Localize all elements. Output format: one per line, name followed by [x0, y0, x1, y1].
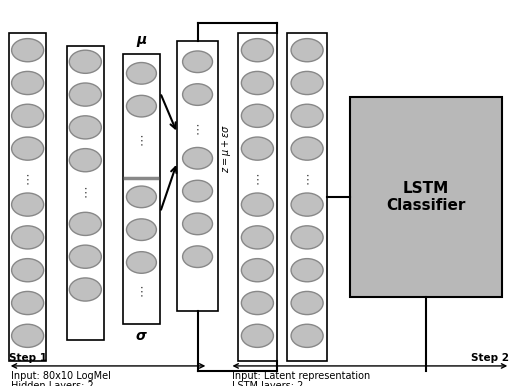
Text: LSTM
Classifier: LSTM Classifier	[386, 181, 466, 213]
Circle shape	[126, 186, 156, 208]
Text: ⋯: ⋯	[135, 283, 148, 296]
Text: ⋯: ⋯	[79, 185, 92, 197]
Text: Input: 80x10 LogMel: Input: 80x10 LogMel	[10, 371, 110, 381]
Circle shape	[11, 71, 44, 95]
Circle shape	[11, 193, 44, 216]
Circle shape	[291, 291, 323, 315]
Circle shape	[291, 226, 323, 249]
Bar	[67, 46, 104, 340]
Bar	[123, 54, 160, 324]
Circle shape	[11, 39, 44, 62]
Circle shape	[182, 213, 212, 235]
Text: Step 2: Step 2	[471, 353, 509, 363]
Circle shape	[241, 104, 274, 127]
Bar	[238, 33, 277, 361]
Circle shape	[241, 137, 274, 160]
Circle shape	[291, 137, 323, 160]
Circle shape	[69, 245, 102, 268]
Circle shape	[126, 95, 156, 117]
Circle shape	[11, 291, 44, 315]
Text: ⋯: ⋯	[21, 171, 34, 184]
Text: Step 1: Step 1	[9, 353, 47, 363]
Circle shape	[182, 84, 212, 105]
Circle shape	[126, 63, 156, 84]
Text: ⋯: ⋯	[135, 133, 148, 145]
Circle shape	[69, 212, 102, 235]
Circle shape	[291, 324, 323, 347]
Circle shape	[291, 104, 323, 127]
Text: $\boldsymbol{\sigma}$: $\boldsymbol{\sigma}$	[135, 329, 148, 343]
Circle shape	[69, 116, 102, 139]
Circle shape	[69, 149, 102, 172]
Circle shape	[126, 219, 156, 240]
Circle shape	[126, 252, 156, 273]
Circle shape	[291, 259, 323, 282]
Text: ⋯: ⋯	[191, 121, 204, 134]
Bar	[350, 96, 502, 297]
Bar	[9, 33, 46, 361]
Circle shape	[241, 71, 274, 95]
Circle shape	[241, 291, 274, 315]
Text: LSTM layers: 2: LSTM layers: 2	[232, 381, 304, 386]
Text: Input: Latent representation: Input: Latent representation	[232, 371, 370, 381]
Text: $\boldsymbol{\mu}$: $\boldsymbol{\mu}$	[136, 34, 147, 49]
Circle shape	[182, 180, 212, 202]
Circle shape	[11, 137, 44, 160]
Circle shape	[291, 39, 323, 62]
Circle shape	[69, 50, 102, 73]
Text: $z = \mu + \varepsilon\sigma$: $z = \mu + \varepsilon\sigma$	[221, 124, 234, 173]
Circle shape	[241, 39, 274, 62]
Circle shape	[11, 226, 44, 249]
Text: Hidden Layers: 2: Hidden Layers: 2	[10, 381, 93, 386]
Circle shape	[182, 147, 212, 169]
Circle shape	[291, 71, 323, 95]
Circle shape	[241, 226, 274, 249]
Circle shape	[11, 104, 44, 127]
Circle shape	[11, 259, 44, 282]
Text: ⋯: ⋯	[300, 171, 313, 184]
Bar	[177, 41, 218, 311]
Circle shape	[11, 324, 44, 347]
Circle shape	[241, 193, 274, 216]
Circle shape	[241, 259, 274, 282]
Circle shape	[182, 246, 212, 267]
Bar	[287, 33, 327, 361]
Text: ⋯: ⋯	[251, 171, 264, 184]
Circle shape	[291, 193, 323, 216]
Circle shape	[182, 51, 212, 73]
Circle shape	[69, 278, 102, 301]
Circle shape	[69, 83, 102, 106]
Circle shape	[241, 324, 274, 347]
